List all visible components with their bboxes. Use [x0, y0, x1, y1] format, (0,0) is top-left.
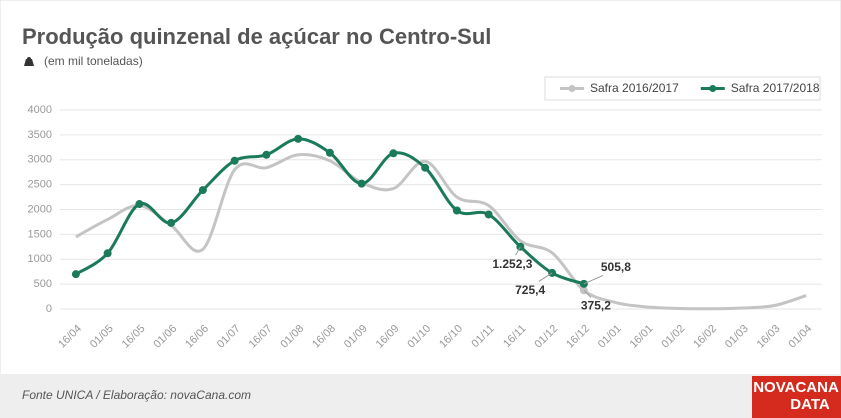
point: [167, 218, 176, 227]
legend-swatch: [709, 85, 717, 92]
y-tick-label: 3000: [28, 154, 52, 166]
logo-text: NOVACANA: [753, 379, 839, 396]
legend-label: Safra 2017/2018: [731, 81, 820, 95]
point: [71, 270, 80, 279]
footer: [0, 374, 841, 418]
source: Fonte UNICA / Elaboração: novaCana.com: [22, 388, 251, 402]
subtitle: (em mil toneladas): [44, 54, 143, 68]
data-label: 725,4: [515, 283, 545, 297]
chart-title: Produção quinzenal de açúcar no Centro-S…: [22, 24, 491, 49]
y-tick-label: 1500: [28, 228, 52, 240]
point: [357, 179, 366, 188]
weight-icon: [24, 57, 34, 66]
data-label: 505,8: [601, 260, 631, 274]
point: [294, 134, 303, 143]
y-tick-label: 0: [46, 303, 52, 315]
logo: [752, 376, 841, 418]
label-leader: [583, 274, 604, 285]
label-leader: [538, 272, 553, 282]
series-line: [75, 153, 807, 311]
y-tick-label: 2500: [28, 179, 52, 191]
legend-swatch: [568, 85, 576, 92]
point: [389, 149, 398, 158]
point: [452, 206, 461, 215]
point: [325, 148, 334, 157]
point: [421, 163, 430, 172]
y-tick-label: 4000: [28, 104, 52, 116]
legend-label: Safra 2016/2017: [590, 81, 679, 95]
data-label: 375,2: [581, 299, 611, 313]
logo-text: DATA: [790, 396, 830, 413]
point: [484, 210, 493, 219]
y-tick-label: 1000: [28, 253, 52, 265]
label-leader: [515, 246, 521, 256]
point: [198, 186, 207, 195]
point: [103, 249, 112, 258]
point: [135, 200, 144, 209]
y-tick-label: 3500: [28, 129, 52, 141]
data-label: 1.252,3: [492, 257, 532, 271]
label-leader: [583, 289, 592, 298]
y-tick-label: 500: [34, 278, 52, 290]
point: [230, 156, 239, 165]
y-tick-label: 2000: [28, 203, 52, 215]
point: [262, 150, 271, 159]
legend: [544, 76, 821, 101]
